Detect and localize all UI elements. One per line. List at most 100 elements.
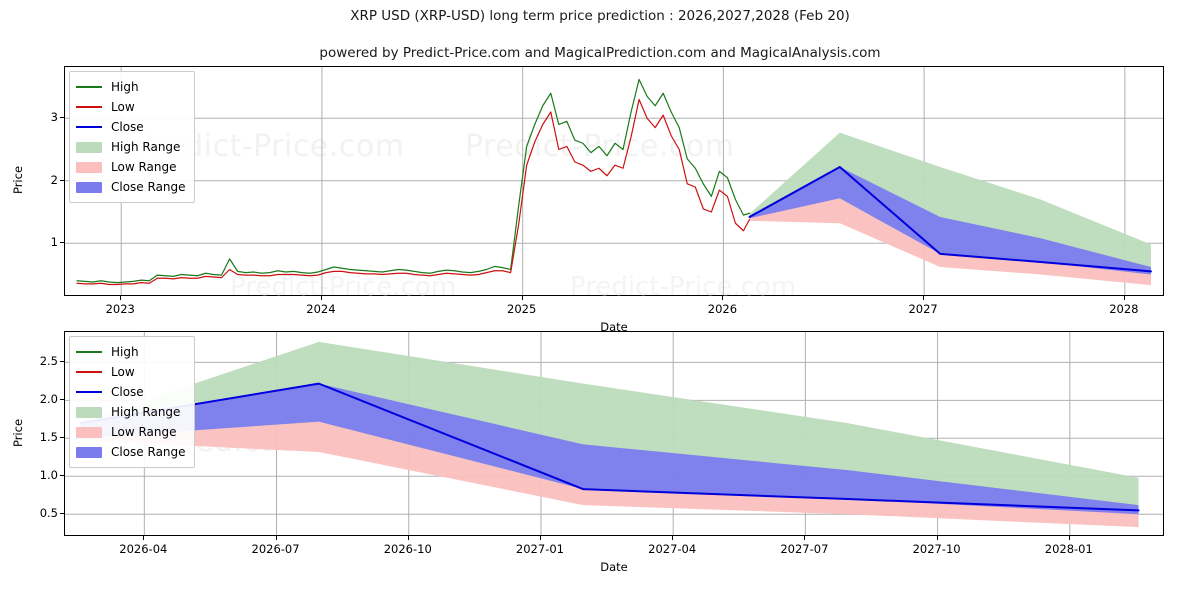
x-tickmark <box>804 536 806 540</box>
legend-swatch-icon <box>76 426 102 438</box>
x-tickmark <box>923 296 925 300</box>
top-legend: High Low Close High Range Low Range Close Ran… <box>69 71 195 203</box>
x-tick-label: 2026-07 <box>251 542 300 556</box>
x-tickmark <box>1123 296 1125 300</box>
y-tick-label: 1.0 <box>39 468 58 483</box>
legend-swatch-icon <box>76 161 102 173</box>
legend-item-close[interactable]: Close <box>76 117 186 137</box>
band-high-range <box>749 132 1151 272</box>
top-chart-canvas <box>65 67 1163 295</box>
legend-item-close[interactable]: Close <box>76 382 186 402</box>
y-tick-label: 1.5 <box>39 430 58 445</box>
legend-swatch-icon <box>76 141 102 153</box>
series-close <box>79 382 1140 512</box>
x-tick-label: 2027-04 <box>648 542 697 556</box>
band-high-range <box>80 341 1139 511</box>
legend-swatch-icon <box>76 181 102 193</box>
y-tick-label: 0.5 <box>39 506 58 521</box>
legend-item-close-range[interactable]: Close Range <box>76 177 186 197</box>
legend-label: Close Range <box>111 445 186 459</box>
x-tick-label: 2025 <box>507 302 537 316</box>
y-tickmark <box>60 361 64 363</box>
x-tick-label: 2023 <box>105 302 135 316</box>
y-tickmark <box>60 179 64 181</box>
x-tick-label: 2027-10 <box>912 542 961 556</box>
y-tickmark <box>60 117 64 119</box>
legend-swatch-icon <box>76 446 102 458</box>
legend-label: High Range <box>111 140 181 154</box>
x-tickmark <box>143 536 145 540</box>
x-tickmark <box>1068 536 1070 540</box>
legend-item-high[interactable]: High <box>76 342 186 362</box>
x-tickmark <box>120 296 122 300</box>
x-tickmark <box>320 296 322 300</box>
x-tickmark <box>936 536 938 540</box>
bottom-plot-area: Predict-Price.com Predict-Price.com <box>64 331 1164 536</box>
legend-label: Low Range <box>111 160 177 174</box>
legend-item-low[interactable]: Low <box>76 97 186 117</box>
legend-swatch-icon <box>76 391 102 393</box>
x-tick-label: 2026-04 <box>119 542 168 556</box>
y-tick-label: 2.5 <box>39 354 58 369</box>
series-close <box>748 166 1152 273</box>
legend-label: Close <box>111 385 144 399</box>
legend-label: High <box>111 345 139 359</box>
legend-label: Low <box>111 100 135 114</box>
series-low <box>76 98 751 286</box>
x-tick-label: 2024 <box>306 302 336 316</box>
legend-label: Close Range <box>111 180 186 194</box>
y-tick-label: 1 <box>50 235 58 250</box>
legend-swatch-icon <box>76 351 102 353</box>
y-tick-label: 2.0 <box>39 392 58 407</box>
legend-swatch-icon <box>76 106 102 108</box>
page-subtitle: powered by Predict-Price.com and Magical… <box>319 45 881 61</box>
legend-label: High <box>111 80 139 94</box>
bottom-chart-canvas <box>65 332 1163 535</box>
x-tick-label: 2028 <box>1109 302 1139 316</box>
y-tickmark <box>60 242 64 244</box>
legend-item-high-range[interactable]: High Range <box>76 402 186 422</box>
legend-swatch-icon <box>76 371 102 373</box>
top-plot-area: Predict-Price.com Predict-Price.com <box>64 66 1164 296</box>
legend-item-low[interactable]: Low <box>76 362 186 382</box>
band-close-range <box>80 383 1139 515</box>
legend-swatch-icon <box>76 406 102 418</box>
legend-label: Low <box>111 365 135 379</box>
legend-item-low-range[interactable]: Low Range <box>76 422 186 442</box>
x-tick-label: 2027-01 <box>515 542 564 556</box>
y-tickmark <box>60 399 64 401</box>
y-tick-label: 2 <box>50 172 58 187</box>
legend-item-close-range[interactable]: Close Range <box>76 442 186 462</box>
x-tick-label: 2027-07 <box>780 542 829 556</box>
x-tick-label: 2026-10 <box>383 542 432 556</box>
legend-label: High Range <box>111 405 181 419</box>
x-tickmark <box>275 536 277 540</box>
y-tickmark <box>60 475 64 477</box>
legend-item-high-range[interactable]: High Range <box>76 137 186 157</box>
page-title: XRP USD (XRP-USD) long term price predic… <box>350 8 850 24</box>
bottom-legend: High Low Close High Range Low Range Close Ran… <box>69 336 195 468</box>
bottom-x-axis-label: Date <box>600 560 628 574</box>
legend-item-low-range[interactable]: Low Range <box>76 157 186 177</box>
x-tickmark <box>521 296 523 300</box>
legend-swatch-icon <box>76 126 102 128</box>
y-tickmark <box>60 437 64 439</box>
x-tick-label: 2027 <box>908 302 938 316</box>
x-tickmark <box>407 536 409 540</box>
band-close-range <box>749 167 1151 275</box>
x-tick-label: 2026 <box>707 302 738 316</box>
y-tickmark <box>60 513 64 515</box>
top-x-axis-label: Date <box>600 320 628 334</box>
x-tickmark <box>672 536 674 540</box>
x-tickmark <box>722 296 724 300</box>
x-tickmark <box>539 536 541 540</box>
y-tick-label: 3 <box>50 110 58 125</box>
legend-swatch-icon <box>76 86 102 88</box>
legend-item-high[interactable]: High <box>76 77 186 97</box>
x-tick-label: 2028-01 <box>1044 542 1093 556</box>
legend-label: Close <box>111 120 144 134</box>
legend-label: Low Range <box>111 425 177 439</box>
series-high <box>76 78 751 284</box>
